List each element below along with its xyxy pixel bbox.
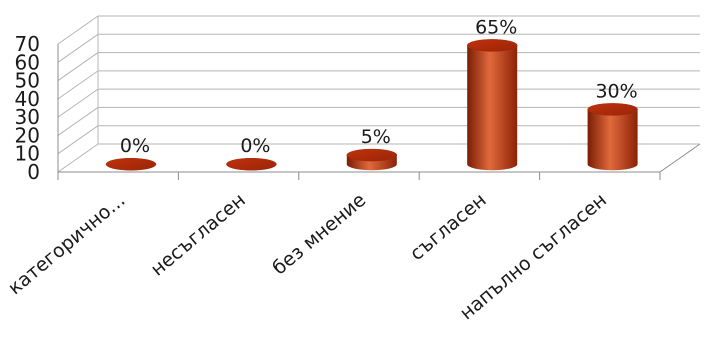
data-label: 0% (120, 135, 150, 157)
gridline-side (57, 125, 99, 155)
floor-right-edge (659, 143, 701, 173)
y-tick-label: 10 (15, 142, 40, 166)
y-tick-label: 20 (15, 123, 40, 147)
gridline-side (57, 52, 99, 81)
gridline-side (57, 107, 99, 136)
bar-body (587, 109, 638, 171)
x-tick-label: несъгласен (147, 189, 250, 281)
y-tick-label: 60 (15, 50, 40, 74)
bar (105, 157, 157, 171)
y-tick-label: 0 (27, 160, 40, 184)
gridlines (57, 15, 700, 173)
bar (587, 103, 638, 171)
data-label: 5% (361, 126, 391, 148)
bar-top (105, 157, 157, 171)
x-tick-label: съгласен (406, 189, 491, 265)
gridline-side (57, 88, 99, 118)
gridline-side (57, 70, 99, 100)
bar (226, 157, 277, 171)
bar (466, 39, 518, 171)
y-tick-label: 70 (15, 32, 40, 56)
x-tick-label: без мнение (268, 189, 370, 279)
bar (346, 148, 398, 171)
gridline-side (57, 143, 99, 173)
data-label: 0% (240, 135, 270, 157)
data-label: 65% (475, 16, 517, 38)
gridline-side (57, 15, 99, 45)
gridline-side (57, 33, 99, 63)
labels: 0% 0% 5% 65% 30% категорично... несъгласен без … (4, 16, 638, 324)
bar-top (226, 157, 277, 171)
x-tick-label: категорично... (4, 189, 129, 299)
bar-top (466, 39, 518, 52)
bar-top (587, 103, 638, 116)
bars (105, 39, 638, 171)
bar-top (346, 148, 398, 162)
y-tick-label: 30 (15, 105, 40, 129)
bar-body (467, 45, 518, 171)
y-tick-label: 40 (15, 87, 40, 111)
y-tick-label: 50 (15, 69, 40, 93)
data-label: 30% (595, 80, 637, 102)
